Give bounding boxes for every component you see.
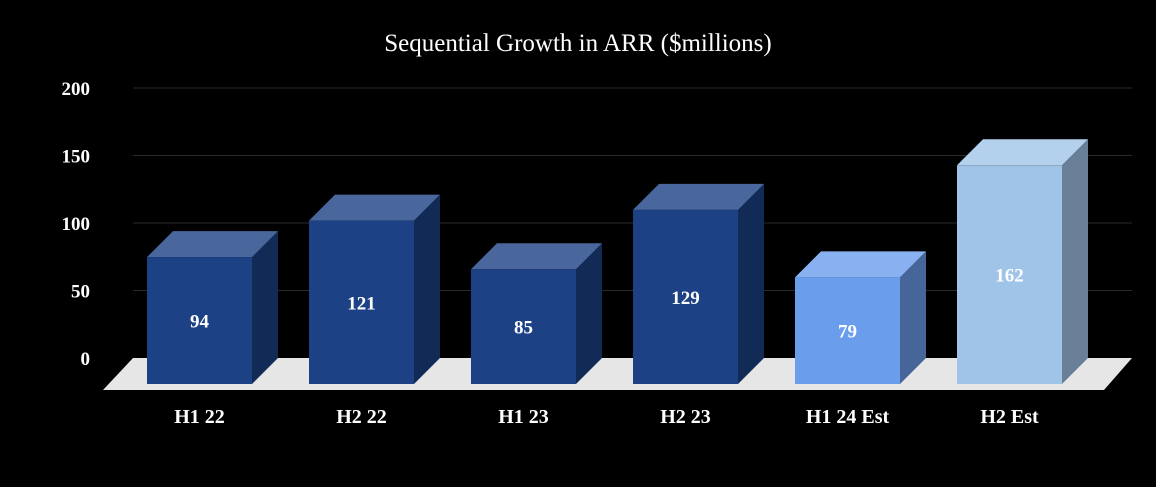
bar-top [633,183,764,210]
bar-side [576,243,602,384]
data-label: 94 [190,312,210,333]
data-label: 85 [514,318,533,339]
chart-title: Sequential Growth in ARR ($millions) [384,30,772,57]
y-tick-label: 150 [62,147,91,168]
x-tick-label: H2 23 [660,406,711,428]
x-tick-label: H2 22 [336,406,387,428]
bar-top [471,243,602,270]
data-label: 129 [671,288,700,309]
bar-front [633,209,738,384]
bar: 162 [957,139,1088,384]
bar-top [147,231,278,258]
bar-side [900,251,926,384]
bar-front [147,257,252,384]
bar-top [795,251,926,278]
bar-side [252,231,278,384]
bar-front [309,220,414,384]
y-axis: 0 50 100 150 200 [62,79,91,370]
bar-front [957,165,1062,384]
bar: 129 [633,183,764,384]
y-tick-label: 200 [62,79,91,100]
bar: 94 [147,231,278,384]
bar: 85 [471,243,602,384]
x-axis: H1 22 H2 22 H1 23 H2 23 H1 24 Est H2 Est [174,406,1039,428]
bar-top [957,139,1088,166]
bar: 79 [795,251,926,384]
x-tick-label: H1 22 [174,406,225,428]
bar-side [1062,139,1088,384]
bar-side [414,194,440,384]
y-tick-label: 0 [81,349,91,370]
x-tick-label: H1 23 [498,406,549,428]
bar: 121 [309,194,440,384]
data-label: 121 [347,293,376,314]
x-tick-label: H1 24 Est [806,406,890,428]
y-tick-label: 50 [71,282,90,303]
bar-top [309,194,440,221]
data-label: 79 [838,322,857,343]
bar-front [795,277,900,384]
x-tick-label: H2 Est [980,406,1039,428]
bars: 94 121 85 129 79 162 [147,139,1088,384]
y-tick-label: 100 [62,214,91,235]
bar-side [738,183,764,384]
data-label: 162 [995,266,1024,287]
bar-front [471,269,576,384]
